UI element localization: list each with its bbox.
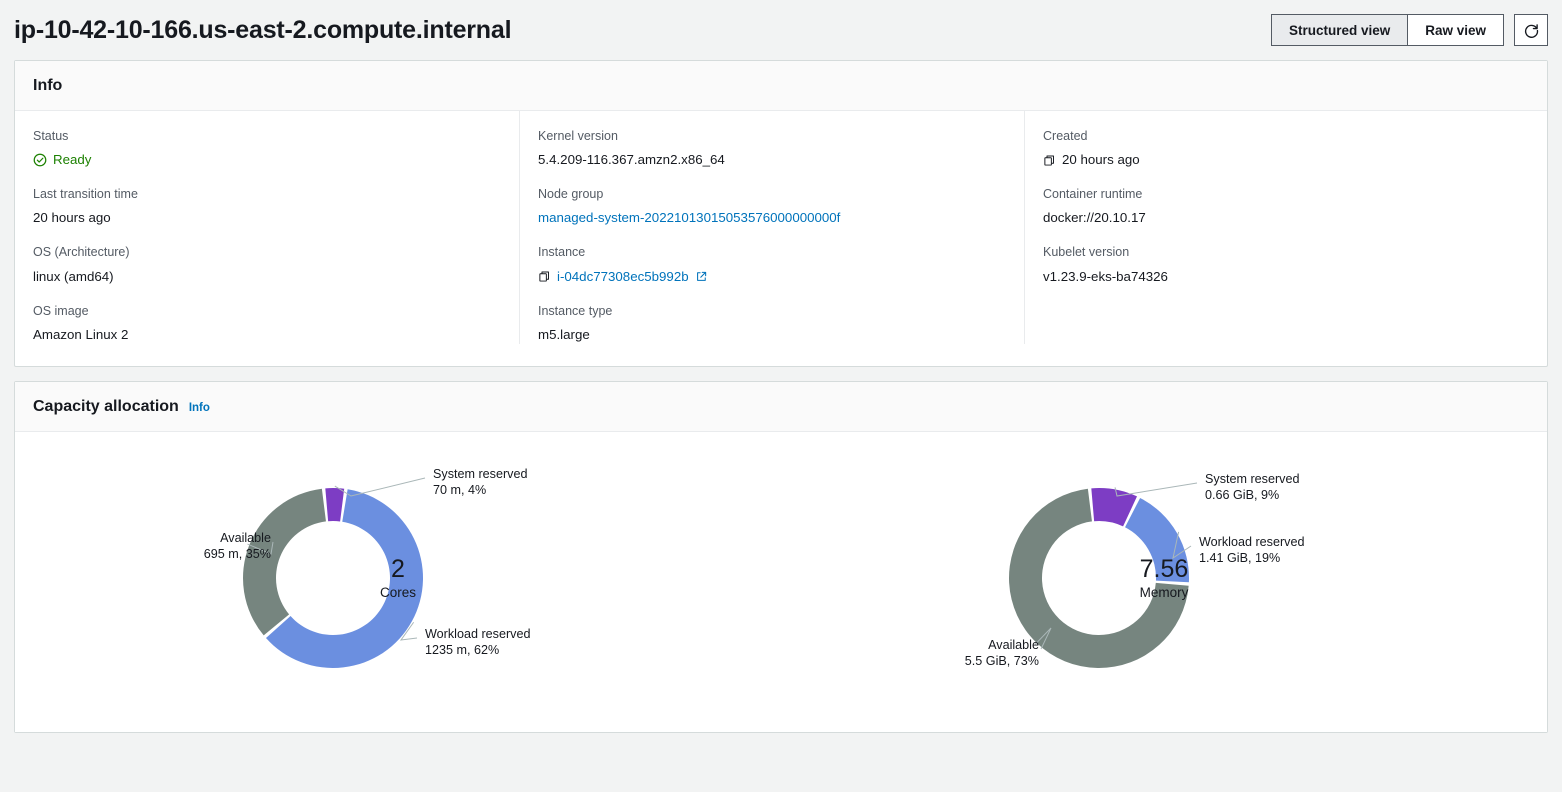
created-text: 20 hours ago <box>1062 152 1140 168</box>
cpu-donut-chart: System reserved 70 m, 4% Workload reserved… <box>15 458 781 698</box>
field-label: Status <box>33 129 69 143</box>
node-group-link[interactable]: managed-system-2022101301505357600000000… <box>538 210 841 226</box>
field-value: managed-system-2022101301505357600000000… <box>538 209 1006 227</box>
slice-label-value: 5.5 GiB, 73% <box>964 654 1039 669</box>
info-field-instance-type: Instance type m5.large <box>519 285 1024 344</box>
info-row: OS image Amazon Linux 2 Instance type m5… <box>33 285 1529 344</box>
slice-label-value: 695 m, 35% <box>203 547 271 562</box>
status-badge: Ready <box>33 151 91 169</box>
info-field-last-transition-time: Last transition time 20 hours ago <box>33 169 519 227</box>
info-field-kubelet-version: Kubelet version v1.23.9-eks-ba74326 <box>1024 227 1529 286</box>
info-row: Status Ready Kernel version <box>33 111 1529 170</box>
info-field-empty <box>1024 285 1529 344</box>
slice-label-name: Available <box>220 530 271 545</box>
info-field-node-group: Node group managed-system-20221013015053… <box>519 169 1024 228</box>
info-field-container-runtime: Container runtime docker://20.10.17 <box>1024 169 1529 228</box>
field-value: i-04dc77308ec5b992b <box>538 268 1006 286</box>
field-label: OS (Architecture) <box>33 245 130 260</box>
field-label: Kubelet version <box>1043 245 1130 260</box>
donut-slice-label: Workload reserved 1.41 GiB, 19% <box>1199 534 1369 567</box>
field-label: Container runtime <box>1043 187 1143 202</box>
raw-view-button[interactable]: Raw view <box>1408 14 1504 46</box>
page-header: ip-10-42-10-166.us-east-2.compute.intern… <box>0 0 1562 60</box>
field-value: 20 hours ago <box>1043 151 1511 169</box>
field-value: 20 hours ago <box>33 210 111 226</box>
field-value: m5.large <box>538 326 590 342</box>
cpu-donut-svg: System reserved 70 m, 4% Workload reserved… <box>204 467 530 668</box>
donut-slice-label: Available 695 m, 35% <box>171 530 271 563</box>
donut-slice-label: System reserved 0.66 GiB, 9% <box>1205 471 1375 504</box>
copy-icon[interactable] <box>1043 154 1056 167</box>
field-label: Instance type <box>538 303 613 318</box>
field-value: Amazon Linux 2 <box>33 326 129 342</box>
memory-donut-chart: System reserved 0.66 GiB, 9% Workload rese… <box>781 458 1547 698</box>
memory-donut-svg: System reserved 0.66 GiB, 9% Workload rese… <box>965 472 1305 668</box>
slice-label-name: Workload reserved <box>425 626 531 641</box>
info-row: Last transition time 20 hours ago Node g… <box>33 169 1529 228</box>
info-field-status: Status Ready <box>33 111 519 169</box>
info-card: Info Status Ready <box>14 60 1548 367</box>
field-label: Instance <box>538 245 586 260</box>
slice-label-name: System reserved <box>1205 471 1300 486</box>
donut-slice-label: Available 5.5 GiB, 73% <box>939 637 1039 670</box>
slice-label-value: 70 m, 4% <box>433 483 487 498</box>
donut-slice-label: System reserved 70 m, 4% <box>433 466 603 499</box>
instance-link[interactable]: i-04dc77308ec5b992b <box>557 268 689 284</box>
info-title: Info <box>33 77 63 94</box>
info-field-created: Created 20 hours ago <box>1024 111 1529 170</box>
field-label: Created <box>1043 129 1088 143</box>
info-field-os-image: OS image Amazon Linux 2 <box>33 286 519 344</box>
cpu-donut: System reserved 70 m, 4% Workload reserved… <box>204 458 563 698</box>
info-card-header: Info <box>15 61 1547 111</box>
field-value: 5.4.209-116.367.amzn2.x86_64 <box>538 152 725 168</box>
field-label: Last transition time <box>33 187 138 202</box>
slice-label-name: Available <box>988 637 1039 652</box>
check-circle-icon <box>33 153 47 167</box>
info-field-kernel-version: Kernel version 5.4.209-116.367.amzn2.x86… <box>519 111 1024 170</box>
info-field-os-architecture: OS (Architecture) linux (amd64) <box>33 227 519 285</box>
donut-slice-label: Workload reserved 1235 m, 62% <box>425 626 595 659</box>
refresh-button[interactable] <box>1514 14 1548 46</box>
capacity-allocation-card: Capacity allocation Info System reserved… <box>14 380 1548 733</box>
status-text: Ready <box>53 152 92 168</box>
slice-label-value: 1.41 GiB, 19% <box>1199 551 1281 566</box>
capacity-title: Capacity allocation <box>33 397 179 415</box>
header-actions: Structured view Raw view <box>1270 14 1548 46</box>
slice-label-name: System reserved <box>433 466 528 481</box>
capacity-info-link[interactable]: Info <box>188 401 210 414</box>
structured-view-button[interactable]: Structured view <box>1270 14 1409 46</box>
field-value: docker://20.10.17 <box>1043 210 1146 226</box>
view-mode-segmented-control[interactable]: Structured view Raw view <box>1270 14 1504 46</box>
info-grid: Status Ready Kernel version <box>15 111 1547 366</box>
info-row: OS (Architecture) linux (amd64) Instance… <box>33 227 1529 286</box>
info-field-instance: Instance i-04dc77308ec5b992b <box>519 227 1024 286</box>
field-label: OS image <box>33 303 89 318</box>
field-value: v1.23.9-eks-ba74326 <box>1043 268 1168 284</box>
memory-donut: System reserved 0.66 GiB, 9% Workload rese… <box>965 458 1329 698</box>
field-label: Kernel version <box>538 129 618 143</box>
external-link-icon[interactable] <box>695 270 708 283</box>
slice-label-value: 0.66 GiB, 9% <box>1205 488 1280 503</box>
field-label: Node group <box>538 187 604 202</box>
capacity-card-header: Capacity allocation Info <box>15 381 1547 432</box>
refresh-icon <box>1523 22 1540 39</box>
slice-label-value: 1235 m, 62% <box>425 643 500 658</box>
capacity-charts: System reserved 70 m, 4% Workload reserved… <box>15 431 1547 732</box>
copy-icon[interactable] <box>538 270 551 283</box>
slice-label-name: Workload reserved <box>1199 534 1305 549</box>
field-value: Ready <box>33 151 501 169</box>
field-value: linux (amd64) <box>33 268 114 284</box>
page-title: ip-10-42-10-166.us-east-2.compute.intern… <box>14 15 512 44</box>
